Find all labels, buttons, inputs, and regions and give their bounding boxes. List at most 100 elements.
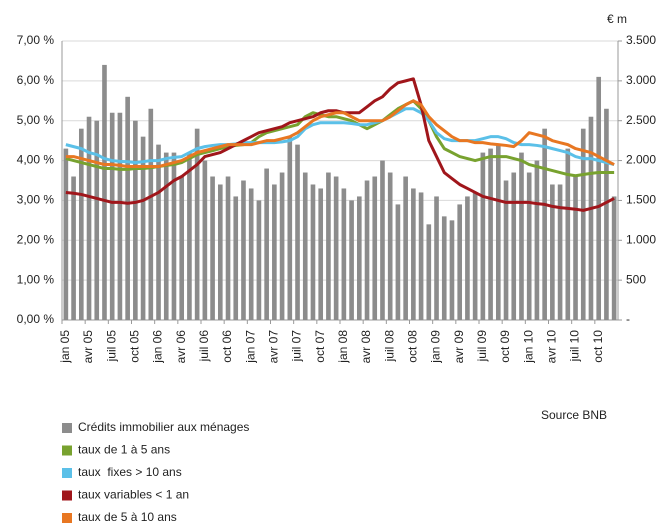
y2-tick-label: 2.500 — [626, 113, 656, 127]
bar — [233, 196, 239, 320]
bar — [426, 224, 432, 320]
legend-swatch — [62, 423, 72, 433]
bar — [318, 188, 324, 320]
legend-swatch — [62, 445, 72, 456]
bar — [295, 144, 300, 320]
bar — [71, 176, 76, 320]
bar — [125, 96, 130, 320]
bar — [511, 172, 517, 320]
bar — [418, 192, 424, 320]
bar — [519, 152, 524, 320]
bar — [78, 128, 84, 320]
bar — [94, 120, 100, 320]
x-tick-label: juil 05 — [104, 330, 118, 363]
bar — [356, 196, 362, 320]
x-tick-label: oct 09 — [498, 330, 512, 363]
bar — [133, 120, 138, 320]
y2-tick-label: 3.500 — [626, 33, 656, 47]
bar — [495, 144, 501, 320]
bar — [187, 152, 192, 320]
bar — [333, 176, 339, 320]
x-tick-label: jan 05 — [58, 330, 72, 364]
y-tick-label: 2,00 % — [17, 232, 55, 246]
bar — [310, 184, 316, 320]
bar — [573, 176, 578, 320]
legend-label: taux de 1 à 5 ans — [78, 443, 170, 457]
bar — [449, 220, 455, 320]
line-series — [65, 99, 615, 169]
y-tick-label: 3,00 % — [17, 193, 55, 207]
legend-label: taux variables < 1 an — [78, 488, 189, 502]
y-tick-label: 4,00 % — [17, 153, 55, 167]
bar — [264, 168, 269, 320]
y-tick-label: 5,00 % — [17, 113, 55, 127]
bar — [526, 172, 532, 320]
x-tick-label: jan 10 — [521, 330, 535, 364]
bar — [472, 192, 478, 320]
y2-tick-label: 1.500 — [626, 193, 656, 207]
bar — [217, 184, 223, 320]
y-tick-label: 1,00 % — [17, 272, 55, 286]
bar — [349, 200, 354, 320]
x-tick-label: jan 08 — [336, 330, 350, 364]
bar — [465, 196, 470, 320]
x-tick-label: avr 09 — [452, 330, 466, 364]
bar — [117, 112, 123, 320]
bar — [225, 176, 231, 320]
x-tick-label: juil 09 — [475, 330, 489, 363]
bar — [557, 184, 563, 320]
bar — [272, 184, 277, 320]
bar — [241, 180, 246, 320]
bar — [148, 108, 154, 320]
bar — [604, 108, 609, 320]
bar — [441, 216, 447, 320]
legend-label: taux de 5 à 10 ans — [78, 510, 177, 524]
bar — [411, 188, 416, 320]
bar — [580, 128, 586, 320]
y-tick-label: 7,00 % — [17, 33, 55, 47]
bar — [194, 128, 200, 320]
line-series — [65, 107, 615, 167]
bar — [140, 136, 146, 320]
x-tick-label: juil 10 — [568, 330, 582, 363]
bar — [171, 152, 177, 320]
bar — [480, 152, 486, 320]
bar — [163, 152, 169, 320]
bar — [542, 128, 547, 320]
x-tick-label: oct 07 — [313, 330, 327, 363]
bar — [302, 172, 308, 320]
bar — [341, 188, 347, 320]
bar — [256, 200, 262, 320]
legend-swatch — [62, 513, 72, 523]
bar — [364, 180, 370, 320]
y2-tick-label: 500 — [626, 272, 646, 286]
x-tick-label: avr 07 — [267, 330, 281, 364]
x-tick-label: oct 10 — [591, 330, 605, 363]
x-tick-label: avr 10 — [545, 330, 559, 364]
bar — [287, 136, 293, 320]
bar — [202, 160, 208, 320]
x-tick-label: avr 05 — [81, 330, 95, 364]
bar — [403, 176, 408, 320]
x-tick-label: avr 06 — [174, 330, 188, 364]
y2-tick-label: - — [626, 312, 630, 326]
x-tick-label: avr 08 — [359, 330, 373, 364]
legend-swatch — [62, 468, 72, 478]
x-tick-label: oct 08 — [406, 330, 420, 363]
bar — [565, 148, 571, 320]
bar — [387, 172, 393, 320]
bar — [372, 176, 378, 320]
x-tick-label: juil 08 — [382, 330, 396, 363]
bar — [210, 176, 215, 320]
bar — [550, 184, 555, 320]
bar — [588, 116, 594, 320]
bar — [395, 204, 401, 320]
bar — [279, 172, 285, 320]
y2-tick-label: 3.000 — [626, 73, 656, 87]
bar — [86, 116, 92, 320]
legend-label: taux fixes > 10 ans — [78, 465, 182, 479]
x-tick-label: juil 07 — [290, 330, 304, 363]
x-tick-label: jan 07 — [243, 330, 257, 364]
y-tick-label: 6,00 % — [17, 73, 55, 87]
y2-unit-label: € m — [607, 12, 627, 26]
